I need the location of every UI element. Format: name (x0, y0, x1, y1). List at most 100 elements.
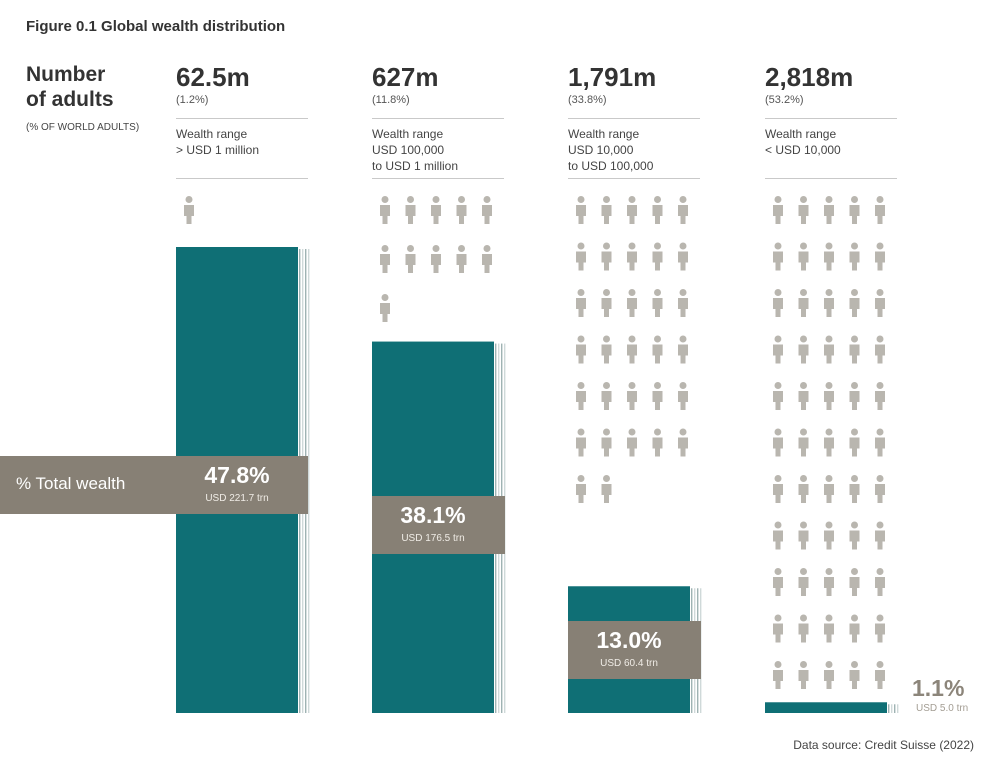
person-icon (576, 242, 586, 271)
person-icon (849, 475, 860, 503)
person-icon (875, 475, 885, 503)
person-icon (824, 475, 834, 503)
person-icon (405, 196, 416, 224)
person-icon (576, 475, 586, 503)
person-icon (601, 242, 612, 271)
person-icon (652, 242, 663, 271)
person-icon (482, 245, 492, 273)
person-icon (773, 521, 783, 550)
person-icon (849, 289, 860, 317)
wealth-amount: USD 221.7 trn (205, 493, 269, 504)
range-divider (765, 178, 897, 179)
adults-share: (33.8%) (568, 94, 607, 106)
adults-share: (11.8%) (372, 94, 410, 106)
person-icon (875, 196, 885, 224)
wealth-bar (765, 702, 887, 713)
person-icon (773, 661, 783, 689)
adults-share: (1.2%) (176, 94, 209, 106)
adults-value: 62.5m (176, 62, 250, 92)
person-icon (773, 242, 783, 271)
person-icon (184, 196, 194, 224)
person-icon (456, 196, 467, 224)
person-icon (798, 614, 809, 643)
adults-value: 1,791m (568, 62, 657, 92)
person-icon (380, 196, 390, 224)
wealth-amount: USD 5.0 trn (916, 703, 969, 714)
person-icon (576, 335, 586, 364)
wealth-amount: USD 176.5 trn (401, 533, 465, 544)
person-icon (875, 289, 885, 317)
person-icon (875, 568, 885, 596)
wealth-label-box (568, 621, 701, 679)
person-icon (678, 428, 688, 457)
person-icon (627, 382, 637, 410)
person-icon (380, 245, 390, 273)
person-icon (824, 428, 834, 457)
bar-edge-stripe (894, 704, 896, 713)
person-icon (627, 428, 637, 457)
person-icon (576, 289, 586, 317)
person-icon (849, 521, 860, 550)
person-icon (824, 661, 834, 689)
person-icon (576, 382, 586, 410)
person-icon (601, 196, 612, 224)
wealth-range: Wealth range > USD 1 million (176, 127, 260, 157)
person-icon (627, 335, 637, 364)
bar-edge-stripe (897, 704, 899, 713)
person-icon (875, 661, 885, 689)
person-icon (824, 242, 834, 271)
person-icon (627, 289, 637, 317)
adults-value: 2,818m (765, 62, 854, 92)
wealth-percent: 1.1% (912, 675, 965, 701)
person-icon (875, 382, 885, 410)
person-icon (652, 428, 663, 457)
person-icon (601, 289, 612, 317)
person-icon (431, 245, 441, 273)
side-heading: Number of adults (26, 62, 114, 112)
person-icon (824, 382, 834, 410)
person-icon (678, 335, 688, 364)
range-divider (372, 178, 504, 179)
person-icon (652, 289, 663, 317)
person-icon (849, 568, 860, 596)
person-icon (405, 245, 416, 273)
person-icon (875, 242, 885, 271)
person-icon (875, 521, 885, 550)
person-icon (849, 196, 860, 224)
range-divider (176, 178, 308, 179)
person-icon (824, 568, 834, 596)
person-icon (773, 475, 783, 503)
adults-share: (53.2%) (765, 94, 804, 106)
person-icon (798, 242, 809, 271)
wealth-percent: 13.0% (596, 627, 662, 653)
person-icon (824, 196, 834, 224)
person-icon (627, 196, 637, 224)
person-icon (601, 428, 612, 457)
wealth-range: Wealth range USD 10,000 to USD 100,000 (568, 127, 654, 173)
person-icon (849, 661, 860, 689)
person-icon (824, 335, 834, 364)
range-divider (568, 178, 700, 179)
person-icon (875, 335, 885, 364)
person-icon (798, 521, 809, 550)
total-wealth-band (0, 456, 172, 514)
person-icon (652, 196, 663, 224)
total-wealth-label: % Total wealth (16, 474, 126, 493)
adults-value: 627m (372, 62, 439, 92)
person-icon (798, 335, 809, 364)
header-divider (568, 118, 700, 119)
person-icon (482, 196, 492, 224)
person-icon (798, 475, 809, 503)
person-icon (849, 382, 860, 410)
person-icon (798, 382, 809, 410)
person-icon (678, 382, 688, 410)
person-icon (601, 475, 612, 503)
person-icon (849, 614, 860, 643)
person-icon (652, 335, 663, 364)
person-icon (875, 614, 885, 643)
person-icon (678, 289, 688, 317)
person-icon (875, 428, 885, 457)
person-icon (798, 289, 809, 317)
wealth-label-box (172, 456, 308, 514)
